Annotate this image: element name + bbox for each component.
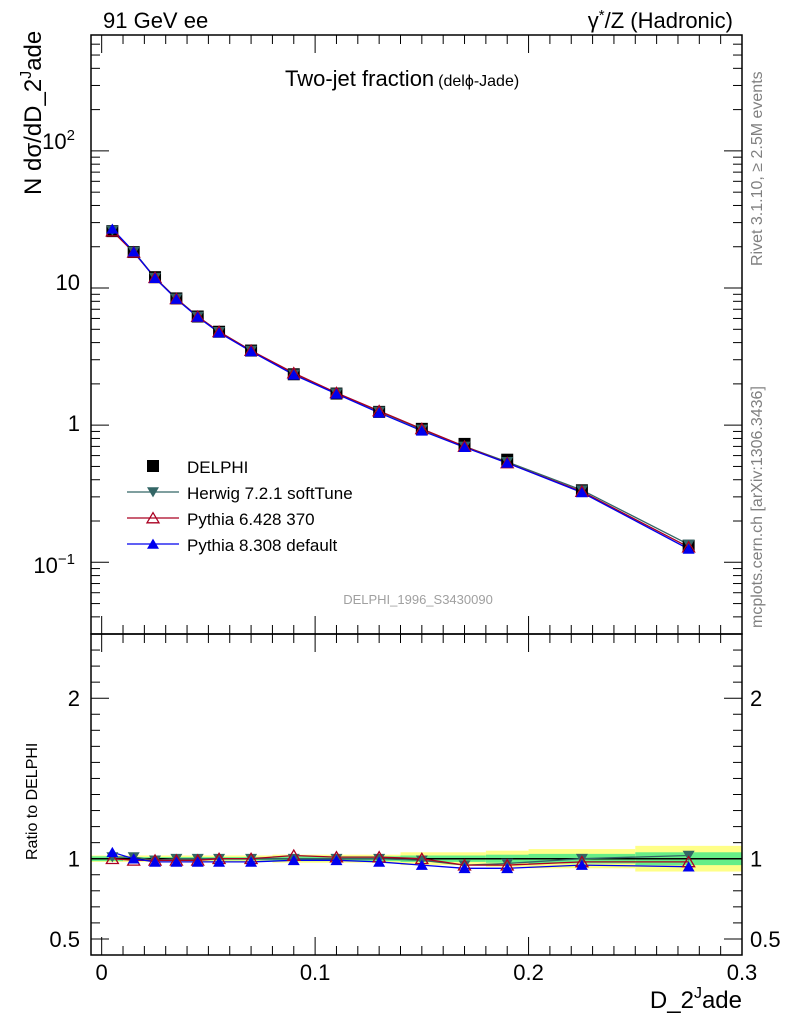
- ratio-point-pythia-8-308-default: [149, 856, 162, 867]
- ratio-point-pythia-8-308-default: [415, 859, 428, 870]
- point-pythia-8-308-default: [106, 223, 119, 234]
- chart-title: Two-jet fraction (delϕ-Jade): [285, 66, 519, 91]
- legend-marker-pythia-6-428-370: [145, 511, 161, 524]
- legend-label-delphi: DELPHI: [187, 458, 248, 477]
- y-axis-label-ratio: Ratio to DELPHI: [24, 743, 41, 860]
- main-y-tick-labels: 10−1 1 10 102: [33, 127, 80, 578]
- ratio-point-pythia-6-428-370: [105, 852, 120, 865]
- rivet-version-label: Rivet 3.1.10, ≥ 2.5M events: [749, 71, 766, 266]
- ratio-ytick-label: 1: [68, 847, 80, 872]
- point-pythia-8-308-default: [213, 327, 226, 338]
- ratio-point-pythia-8-308-default: [245, 856, 258, 867]
- ratio-frame: [90, 633, 743, 956]
- point-pythia-8-308-default: [575, 487, 588, 498]
- xtick-label: 0.2: [513, 960, 544, 985]
- point-pythia-8-308-default: [501, 457, 514, 468]
- ratio-panel: Ratio to DELPHI 0.5 0.5 1 1 2 2: [24, 633, 781, 956]
- ratio-point-pythia-8-308-default: [575, 859, 588, 870]
- y-axis-label-top: N dσ/dD_2Jade: [18, 31, 47, 195]
- header-right: γ*/Z (Hadronic): [588, 7, 733, 33]
- legend: DELPHI Herwig 7.2.1 softTune Pythia 6.428 …: [127, 458, 353, 555]
- ytick-label-100: 102: [42, 127, 75, 154]
- point-pythia-8-308-default: [191, 311, 204, 322]
- legend-marker-pythia-8-308-default: [147, 538, 159, 549]
- ytick-label-10: 10: [56, 270, 80, 295]
- ratio-ytick-label: 2: [68, 686, 80, 711]
- point-pythia-8-308-default: [287, 369, 300, 380]
- point-pythia-8-308-default: [415, 425, 428, 436]
- point-pythia-8-308-default: [170, 293, 183, 304]
- ratio-point-pythia-8-308-default: [191, 856, 204, 867]
- ratio-point-pythia-8-308-default: [330, 854, 343, 866]
- x-axis-label: D_2Jade: [650, 985, 742, 1014]
- xtick-label: 0.3: [727, 960, 758, 985]
- ratio-ytick-label-right: 2: [750, 686, 762, 711]
- main-panel: Two-jet fraction (delϕ-Jade) N dσ/dD_2Jad…: [18, 31, 743, 635]
- point-pythia-8-308-default: [458, 441, 471, 453]
- ratio-point-pythia-8-308-default: [458, 862, 471, 874]
- ratio-point-pythia-8-308-default: [287, 854, 300, 866]
- xtick-label: 0: [96, 960, 108, 985]
- ratio-point-pythia-8-308-default: [106, 846, 119, 858]
- legend-label-herwig-7-2-1-softtune: Herwig 7.2.1 softTune: [187, 484, 353, 503]
- header-left: 91 GeV ee: [103, 8, 208, 33]
- point-pythia-8-308-default: [682, 543, 695, 554]
- point-pythia-8-308-default: [149, 272, 162, 283]
- main-axis-ticks: [91, 34, 743, 635]
- point-pythia-8-308-default: [330, 388, 343, 399]
- ratio-series-group: [105, 846, 696, 874]
- ratio-point-pythia-8-308-default: [127, 853, 140, 864]
- ratio-axis-ticks: 0.5 0.5 1 1 2 2: [49, 633, 781, 956]
- main-series-group: [105, 223, 696, 554]
- ratio-point-pythia-8-308-default: [213, 856, 226, 867]
- ratio-point-pythia-8-308-default: [501, 862, 514, 874]
- ytick-label-0.1: 10−1: [33, 551, 75, 578]
- ratio-point-pythia-8-308-default: [682, 861, 695, 872]
- legend-marker-delphi: [147, 460, 159, 472]
- point-pythia-8-308-default: [373, 407, 386, 418]
- ratio-ytick-label-right: 0.5: [750, 927, 781, 952]
- legend-label-pythia-6-428-370: Pythia 6.428 370: [187, 510, 315, 529]
- point-pythia-8-308-default: [245, 346, 258, 357]
- xtick-label: 0.1: [300, 960, 331, 985]
- mcplots-label: mcplots.cern.ch [arXiv:1306.3436]: [749, 386, 766, 628]
- x-tick-labels: 0 0.1 0.2 0.3: [96, 960, 758, 985]
- ratio-point-pythia-8-308-default: [373, 856, 386, 867]
- legend-marker-herwig-7-2-1-softtune: [147, 487, 159, 498]
- legend-label-pythia-8-308-default: Pythia 8.308 default: [187, 536, 338, 555]
- ratio-point-herwig-7-2-1-softtune: [575, 853, 588, 865]
- watermark: DELPHI_1996_S3430090: [343, 592, 493, 607]
- ratio-point-pythia-8-308-default: [170, 856, 183, 867]
- ratio-ytick-label: 0.5: [49, 927, 80, 952]
- point-pythia-8-308-default: [127, 246, 140, 257]
- ratio-ytick-label-right: 1: [750, 847, 762, 872]
- ytick-label-1: 1: [68, 411, 80, 436]
